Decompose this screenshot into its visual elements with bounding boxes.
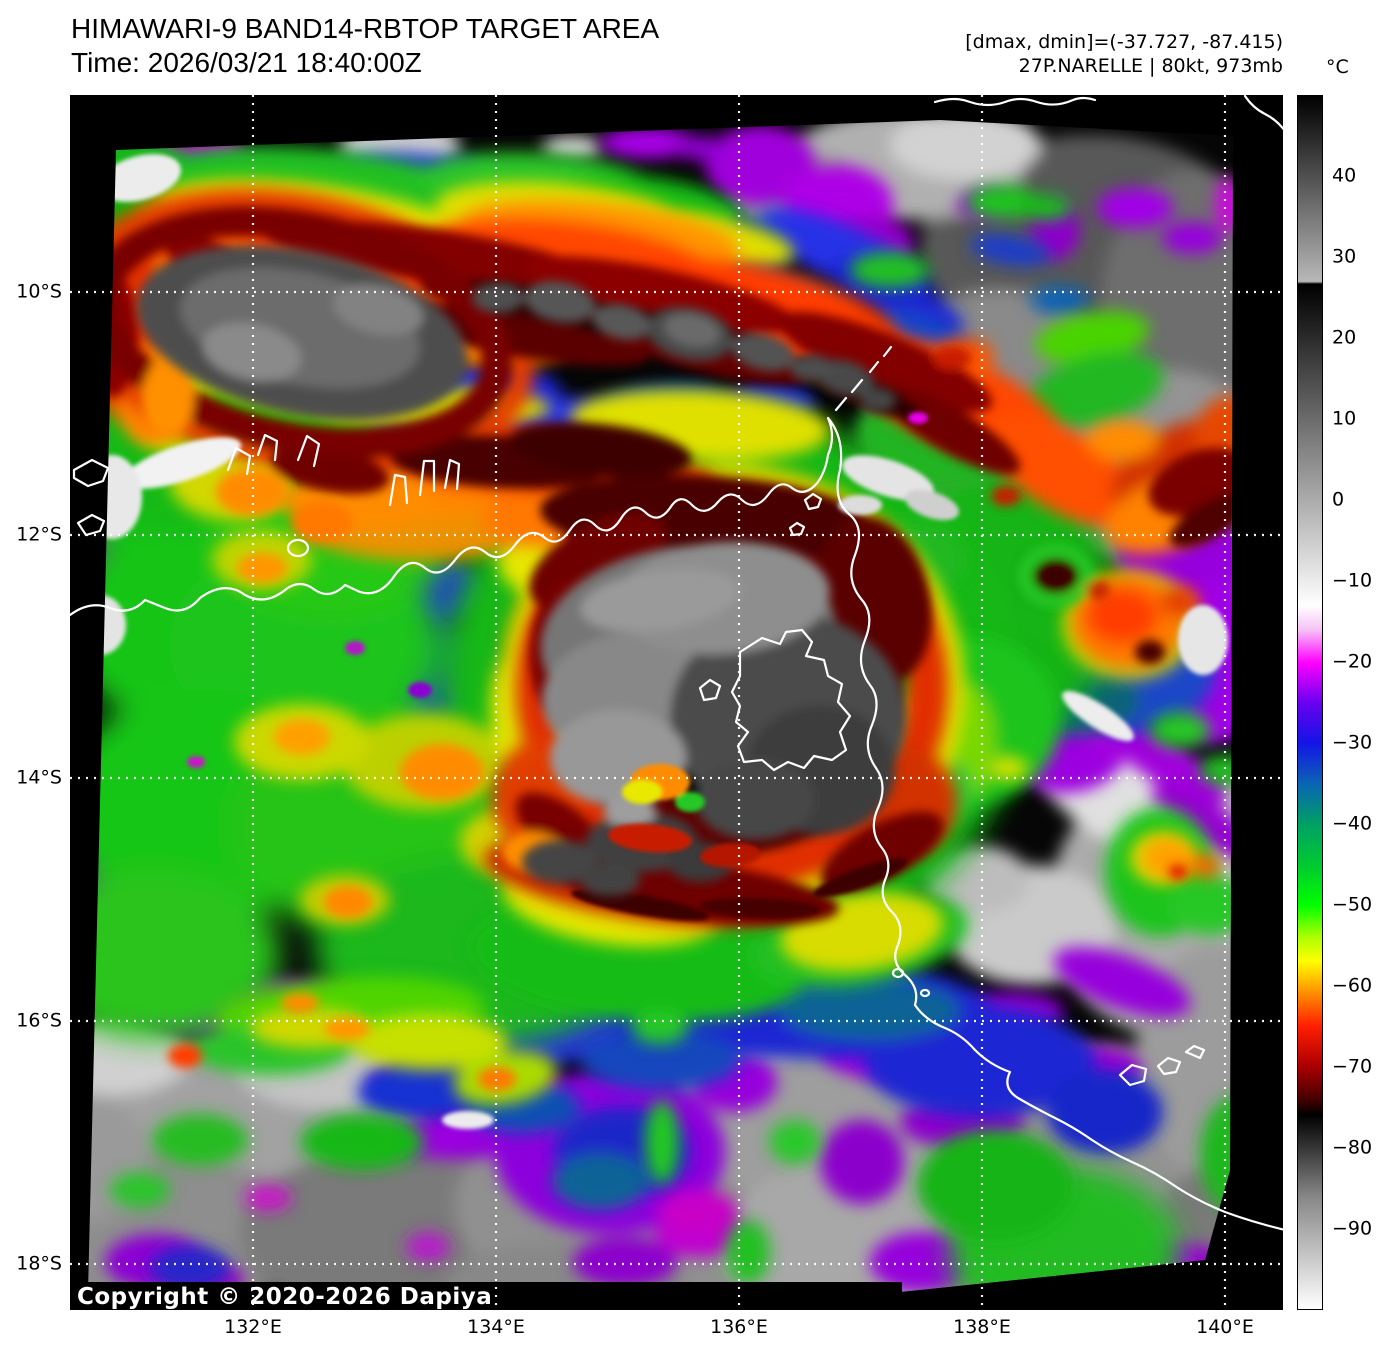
- longitude-label: 140°E: [1196, 1316, 1254, 1338]
- colorbar-tick-label: 30: [1332, 245, 1357, 268]
- longitude-label: 136°E: [710, 1316, 768, 1338]
- coastline-peninsulas: [226, 433, 461, 507]
- colorbar-tick-label: 40: [1332, 164, 1357, 187]
- coastline-australia-gulf: [70, 416, 1283, 1231]
- longitude-label: 132°E: [224, 1316, 282, 1338]
- colorbar-tick-label: 10: [1332, 407, 1357, 430]
- copyright-bar: [70, 1282, 902, 1310]
- coastline-bickerton-island: [698, 678, 722, 702]
- coastline-new-guinea: [933, 95, 1283, 131]
- page-title: HIMAWARI-9 BAND14-RBTOP TARGET AREA: [71, 13, 660, 44]
- colorbar-tick-label: −10: [1332, 569, 1373, 592]
- info-block: [dmax, dmin]=(-37.727, -87.415) 27P.NARE…: [965, 30, 1283, 78]
- colorbar-tick-label: −90: [1332, 1217, 1373, 1240]
- temperature-colorbar: [1297, 95, 1323, 1310]
- colorbar-unit-label: °C: [1326, 56, 1349, 78]
- coastline-tiwi-islands: [72, 458, 110, 537]
- satellite-map: [70, 95, 1283, 1310]
- coastline-inland-lake: [286, 538, 310, 558]
- colorbar-tick-label: 20: [1332, 326, 1357, 349]
- title-block: HIMAWARI-9 BAND14-RBTOP TARGET AREA Time…: [71, 12, 659, 80]
- colorbar-tick-label: −70: [1332, 1055, 1373, 1078]
- colorbar-tick-label: −50: [1332, 893, 1373, 916]
- colorbar-tick-label: 0: [1332, 488, 1345, 511]
- coastline-groote-eylandt: [730, 628, 852, 772]
- colorbar-tick-label: −20: [1332, 650, 1373, 673]
- coastlines: [70, 95, 1283, 1231]
- latitude-label: 16°S: [16, 1009, 62, 1032]
- coastline-pellew-islands: [891, 967, 1206, 1087]
- cloud-layer-overshoot-gray: [136, 245, 906, 896]
- colorbar-tick-label: −40: [1332, 812, 1373, 835]
- dmax-dmin-readout: [dmax, dmin]=(-37.727, -87.415): [965, 31, 1283, 53]
- colorbar-tick-label: −80: [1332, 1136, 1373, 1159]
- eyewall-dark-bands: [571, 858, 908, 921]
- latitude-label: 10°S: [16, 280, 62, 303]
- latitude-label: 12°S: [16, 523, 62, 546]
- longitude-label: 134°E: [467, 1316, 525, 1338]
- timestamp: Time: 2026/03/21 18:40:00Z: [71, 47, 422, 78]
- colorbar-tick-label: −30: [1332, 731, 1373, 754]
- copyright-text: Copyright © 2020-2026 Dapiya: [77, 1284, 493, 1310]
- longitude-label: 138°E: [953, 1316, 1011, 1338]
- colorbar-tick-label: −60: [1332, 974, 1373, 997]
- coastline-wessel-islands: [788, 345, 893, 537]
- latitude-label: 14°S: [16, 766, 62, 789]
- storm-info: 27P.NARELLE | 80kt, 973mb: [1018, 55, 1283, 77]
- latitude-label: 18°S: [16, 1252, 62, 1275]
